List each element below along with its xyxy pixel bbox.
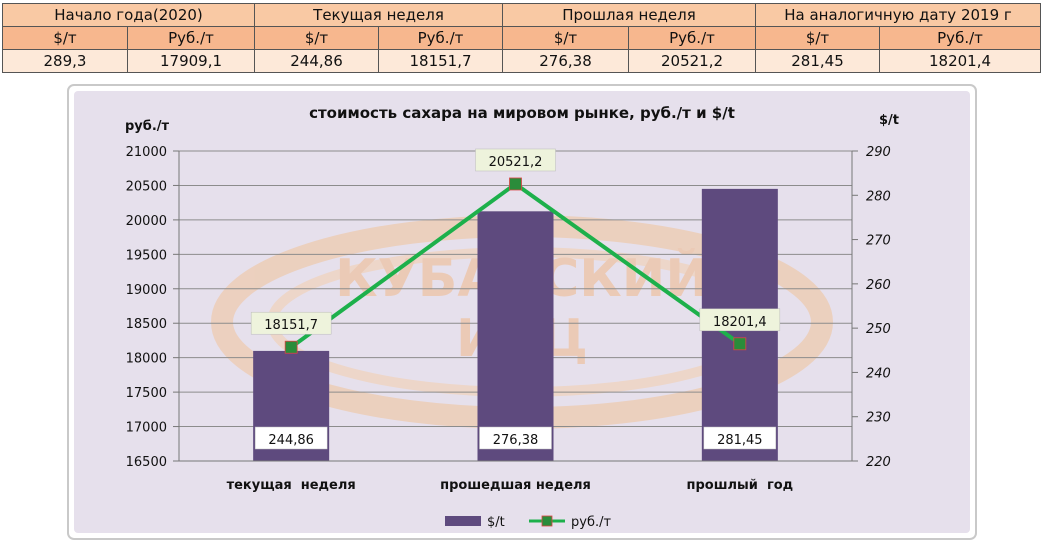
legend-label-rub: руб./т <box>571 515 611 530</box>
line-marker <box>284 340 298 354</box>
line-marker <box>733 337 747 351</box>
unit-cell: Руб./т <box>127 26 255 50</box>
category-label: прошлый год <box>686 478 793 493</box>
bar-data-label-box <box>479 426 552 450</box>
right-axis: 290 280 270 260 250 240 230 220 <box>851 145 891 470</box>
legend-swatch-rub-marker <box>541 515 553 527</box>
line-marker <box>509 177 522 191</box>
category-label: прошедшая неделя <box>440 478 591 493</box>
bar-data-label-box <box>703 426 777 450</box>
line-data-label: 20521,2 <box>489 155 543 170</box>
right-axis-title: $/t <box>879 113 899 128</box>
period-same-date-2019: На аналогичную дату 2019 г <box>754 3 1042 27</box>
value-cell: 18201,4 <box>878 49 1042 73</box>
unit-cell: Руб./т <box>628 26 756 50</box>
chart-svg: КУБАНСКИЙ ИАЦ стоимость сахара на мирово… <box>67 84 977 540</box>
left-axis-tick-label: 18500 <box>126 317 167 332</box>
right-axis-tick-label: 250 <box>866 322 891 337</box>
value-cell: 18151,7 <box>378 49 503 73</box>
bar-data-label: 281,45 <box>717 433 763 448</box>
line-data-label: 18151,7 <box>264 318 318 333</box>
table-units-row: $/т Руб./т $/т Руб./т $/т Руб./т $/т Руб… <box>2 26 1042 50</box>
left-axis-tick-label: 19500 <box>126 248 167 263</box>
value-cell: 20521,2 <box>628 49 756 73</box>
unit-cell: Руб./т <box>378 26 503 50</box>
line-series: 18151,7 20521,2 18201,4 <box>250 148 781 354</box>
bar-data-label-box <box>254 426 328 450</box>
category-axis: текущая неделя прошедшая неделя прошлый го… <box>179 460 852 493</box>
value-cell: 276,38 <box>502 49 629 73</box>
unit-cell: Руб./т <box>878 26 1042 50</box>
right-axis-tick-label: 240 <box>866 366 891 381</box>
left-axis-tick-label: 19000 <box>126 283 167 298</box>
right-axis-tick-label: 220 <box>866 455 891 470</box>
period-start-of-year: Начало года(2020) <box>2 3 255 27</box>
legend: $/t руб./т <box>445 515 611 530</box>
right-axis-tick-label: 260 <box>866 278 891 293</box>
unit-cell: $/т <box>2 26 128 50</box>
sugar-price-chart: КУБАНСКИЙ ИАЦ стоимость сахара на мирово… <box>67 84 977 540</box>
line-data-label-box <box>250 311 332 335</box>
table-header-row: Начало года(2020) Текущая неделя Прошлая… <box>2 3 1042 27</box>
unit-cell: $/т <box>254 26 379 50</box>
bar-usd <box>477 211 554 461</box>
category-label: текущая неделя <box>227 478 356 493</box>
right-axis-tick-label: 290 <box>866 145 891 160</box>
right-axis-tick-label: 230 <box>866 411 891 426</box>
left-axis-tick-label: 16500 <box>126 455 167 470</box>
chart-title: стоимость сахара на мировом рынке, руб./… <box>309 104 735 122</box>
line-data-label: 18201,4 <box>713 315 767 330</box>
bar-data-label: 244,86 <box>268 433 314 448</box>
unit-cell: $/т <box>502 26 629 50</box>
sugar-price-table: Начало года(2020) Текущая неделя Прошлая… <box>2 3 1042 73</box>
line-data-label-box <box>699 308 781 332</box>
left-axis-tick-label: 17500 <box>126 386 167 401</box>
table-values-row: 289,3 17909,1 244,86 18151,7 276,38 2052… <box>2 49 1042 73</box>
left-axis-tick-label: 20000 <box>126 214 167 229</box>
period-last-week: Прошлая неделя <box>502 3 756 27</box>
value-cell: 289,3 <box>2 49 128 73</box>
left-axis-tick-label: 18000 <box>126 352 167 367</box>
value-cell: 17909,1 <box>127 49 255 73</box>
right-axis-tick-label: 270 <box>866 234 891 249</box>
right-axis-tick-label: 280 <box>866 189 891 204</box>
left-axis-title: руб./т <box>125 119 170 134</box>
bar-data-label: 276,38 <box>493 433 539 448</box>
legend-label-usd: $/t <box>487 515 505 530</box>
value-cell: 281,45 <box>755 49 880 73</box>
legend-swatch-usd <box>445 516 481 526</box>
left-axis: 21000 20500 20000 19500 19000 18500 18000 17500… <box>126 145 180 470</box>
value-cell: 244,86 <box>254 49 379 73</box>
period-current-week: Текущая неделя <box>254 3 503 27</box>
line-data-label-box <box>475 148 556 172</box>
left-axis-tick-label: 17000 <box>126 421 167 436</box>
unit-cell: $/т <box>755 26 880 50</box>
left-axis-tick-label: 20500 <box>126 179 167 194</box>
left-axis-tick-label: 21000 <box>126 145 167 160</box>
bar-series: 244,86 276,38 281,45 <box>253 188 778 461</box>
